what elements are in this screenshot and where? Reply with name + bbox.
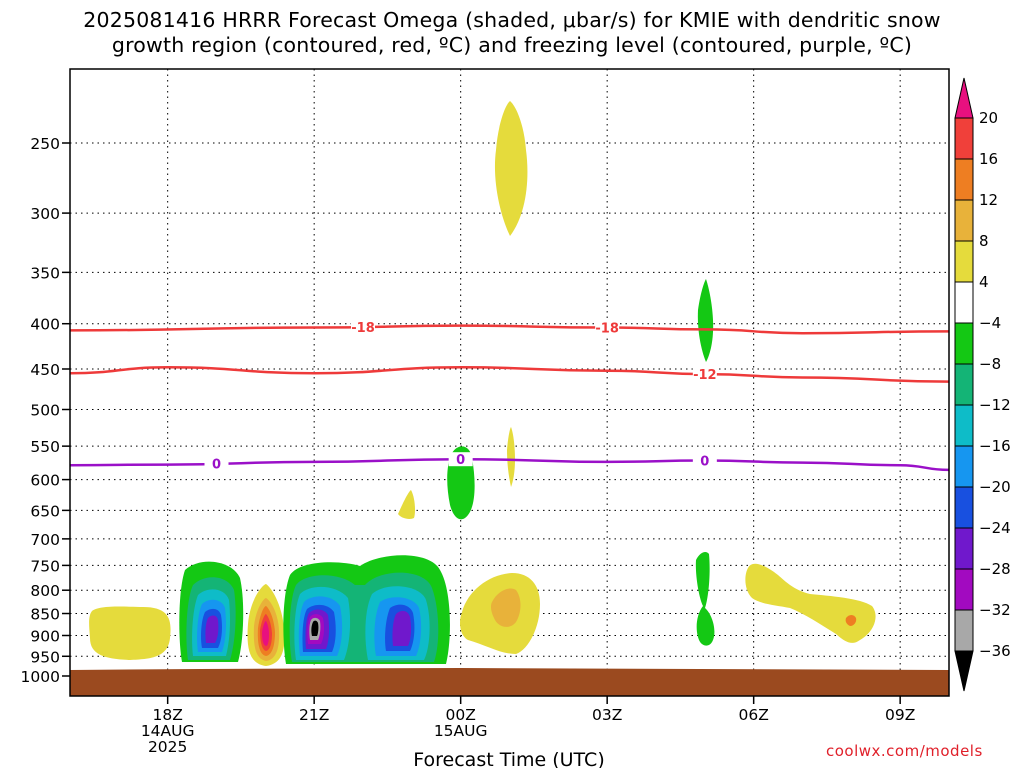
- colorbar-segment-7: [954, 404, 974, 447]
- omega-feature-sinking-05z-low: [695, 552, 715, 646]
- y-tick-label-850: 850: [30, 606, 60, 624]
- colorbar-label-13: −36: [979, 642, 1011, 660]
- y-tick-label-750: 750: [30, 557, 60, 575]
- y-tick-label-550: 550: [30, 438, 60, 456]
- contour-label-bg-2-0: [204, 456, 229, 471]
- colorbar-segment-8: [954, 445, 974, 488]
- x-tick-year-18Z: 2025: [148, 738, 187, 756]
- colorbar-label-1: 16: [979, 150, 998, 168]
- contour-label-bg-2-1: [448, 452, 473, 467]
- y-tick-label-450: 450: [30, 361, 60, 379]
- y-tick-label-1000: 1000: [21, 668, 60, 686]
- y-axis: 250 300 350 400 450 500 550 600 650 700 750 800 850 9…: [21, 135, 70, 686]
- contour-isotherm--18: [70, 324, 949, 335]
- y-tick-label-350: 350: [30, 264, 60, 282]
- contour-label-bg-2-2: [692, 453, 717, 468]
- omega-feature-sinking-21z-23z: [283, 555, 450, 664]
- contour-label-bg-0-1: [595, 320, 620, 335]
- contour-label-isotherm-1: -18: [595, 322, 619, 337]
- chart-title-line1: 2025081416 HRRR Forecast Omega (shaded, …: [83, 8, 941, 32]
- omega-feature-sinking-19z: [179, 561, 244, 662]
- x-tick-label-06Z: 06Z: [738, 706, 768, 724]
- x-tick-label-18Z: 18Z: [152, 706, 182, 724]
- y-tick-label-500: 500: [30, 402, 60, 420]
- omega-feature-sinking-05z-upper: [697, 279, 714, 362]
- omega-feature-upward-strong-20z: [247, 584, 285, 666]
- colorbar-segment-12: [954, 609, 974, 652]
- colorbar-label-6: −8: [979, 355, 1001, 373]
- contour-isotherm--12: [70, 366, 949, 383]
- y-tick-label-700: 700: [30, 531, 60, 549]
- contour-label-bg-0-0: [351, 319, 375, 334]
- colorbar-segment-2: [954, 199, 974, 242]
- y-tick-label-300: 300: [30, 205, 60, 223]
- y-tick-label-650: 650: [30, 502, 60, 520]
- x-tick-label-00Z: 00Z: [445, 706, 475, 724]
- colorbar-label-0: 20: [979, 109, 998, 127]
- colorbar-segment-1: [954, 158, 974, 201]
- x-tick-label-21Z: 21Z: [299, 706, 329, 724]
- y-tick-label-800: 800: [30, 582, 60, 600]
- x-tick-label-09Z: 09Z: [885, 706, 915, 724]
- colorbar-bottom-arrow: [954, 650, 974, 692]
- omega-feature-upward-weak-17z: [89, 606, 171, 660]
- colorbar-segment-5: [954, 322, 974, 365]
- omega-feature-upward-01z-mid: [507, 427, 515, 487]
- colorbar-label-4: 4: [979, 273, 989, 291]
- chart-title: 2025081416 HRRR Forecast Omega (shaded, …: [0, 8, 1024, 58]
- y-tick-label-250: 250: [30, 135, 60, 153]
- x-tick-date-18Z: 14AUG: [141, 722, 195, 740]
- colorbar-segment-3: [954, 240, 974, 283]
- credit-text: coolwx.com/models: [826, 742, 983, 760]
- omega-feature-upward-01z-low: [460, 573, 540, 654]
- omega-feature-upward-06z-08z: [745, 563, 876, 643]
- contour-label-freezing-level-1: 0: [456, 453, 465, 468]
- colorbar-segment-0: [954, 117, 974, 160]
- colorbar-top-arrow: [954, 77, 974, 119]
- y-tick-label-600: 600: [30, 472, 60, 490]
- colorbar-label-3: 8: [979, 232, 989, 250]
- omega-shading: [89, 101, 876, 666]
- colorbar-label-11: −28: [979, 560, 1011, 578]
- colorbar-segment-11: [954, 568, 974, 611]
- contour-label-freezing-level-0: 0: [212, 458, 221, 473]
- contour-label-freezing-level-2: 0: [700, 455, 709, 470]
- contour-label-bg-1-0: [692, 367, 717, 382]
- omega-feature-upward-23z-small: [398, 490, 415, 519]
- colorbar-segment-9: [954, 486, 974, 529]
- colorbar-label-5: −4: [979, 314, 1001, 332]
- x-axis-label: Forecast Time (UTC): [413, 749, 604, 768]
- x-tick-label-03Z: 03Z: [592, 706, 622, 724]
- colorbar-segment-4: [954, 281, 974, 324]
- colorbar-segment-6: [954, 363, 974, 406]
- colorbar-label-9: −20: [979, 478, 1011, 496]
- chart-title-line2: growth region (contoured, red, ºC) and f…: [111, 33, 913, 57]
- colorbar-label-7: −12: [979, 396, 1011, 414]
- colorbar-label-12: −32: [979, 601, 1011, 619]
- colorbar-label-2: 12: [979, 191, 998, 209]
- ground-surface: [70, 668, 949, 696]
- y-tick-label-950: 950: [30, 648, 60, 666]
- contour-label-isotherm-0: -18: [351, 321, 375, 336]
- colorbar-segment-10: [954, 527, 974, 570]
- omega-feature-upward-01z-upper: [494, 101, 528, 236]
- y-tick-label-400: 400: [30, 316, 60, 334]
- x-tick-date-00Z: 15AUG: [434, 722, 488, 740]
- contour-lines: -18 -18 -12 0 0 0: [70, 319, 949, 473]
- colorbar-label-8: −16: [979, 437, 1011, 455]
- colorbar: 20 16 12 8 4 −4 −8 −12 −16 −20 −24 −28 −32 −36: [954, 77, 1011, 692]
- plot-frame: [69, 68, 950, 697]
- contour-label-isotherm-0: -12: [693, 368, 717, 383]
- colorbar-label-10: −24: [979, 519, 1011, 537]
- omega-feature-upward-08z-core: [845, 615, 857, 626]
- y-tick-label-900: 900: [30, 627, 60, 645]
